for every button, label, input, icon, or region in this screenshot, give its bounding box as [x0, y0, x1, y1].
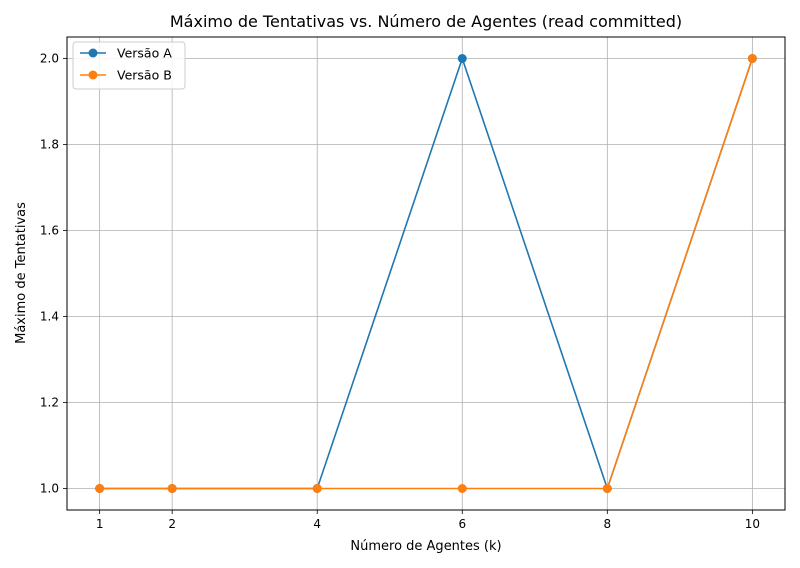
x-axis-label: Número de Agentes (k): [350, 539, 501, 554]
y-tick-label: 1.2: [40, 396, 59, 410]
legend-item: Versão B: [80, 68, 172, 83]
legend-label: Versão A: [117, 46, 172, 61]
series-line: [99, 58, 754, 490]
series-lines: [95, 54, 757, 493]
legend-marker: [88, 48, 98, 58]
y-tick-label: 1.4: [40, 310, 59, 324]
y-tick-label: 1.6: [40, 224, 59, 238]
legend-marker: [88, 70, 98, 80]
y-tick-label: 1.0: [40, 482, 59, 496]
x-tick-label: 1: [96, 517, 104, 531]
x-tick-label: 6: [458, 517, 466, 531]
x-tick-label: 10: [745, 517, 760, 531]
series-a: [95, 54, 757, 493]
chart-title: Máximo de Tentativas vs. Número de Agent…: [170, 12, 682, 31]
data-point: [602, 484, 612, 493]
legend-label: Versão B: [117, 68, 172, 83]
data-point: [747, 54, 757, 63]
series-line: [99, 55, 754, 492]
y-axis-ticks: 1.0 1.2 1.4 1.6 1.8 2.0: [40, 52, 67, 496]
x-tick-label: 2: [168, 517, 176, 531]
series-b: [95, 54, 757, 493]
data-point: [167, 484, 177, 493]
y-tick-label: 2.0: [40, 52, 59, 66]
data-point: [457, 484, 467, 493]
x-axis-ticks: 1 2 4 6 8 10: [96, 510, 760, 531]
y-tick-label: 1.8: [40, 138, 59, 152]
legend: Versão A Versão B: [72, 41, 186, 90]
x-tick-label: 4: [313, 517, 321, 531]
y-axis-label: Máximo de Tentativas: [14, 202, 29, 344]
data-point: [95, 484, 105, 493]
x-tick-label: 8: [603, 517, 611, 531]
grid-lines: [67, 37, 785, 510]
data-point: [312, 484, 322, 493]
data-point: [457, 54, 467, 63]
plot-frame: [66, 36, 786, 511]
legend-item: Versão A: [80, 46, 172, 61]
